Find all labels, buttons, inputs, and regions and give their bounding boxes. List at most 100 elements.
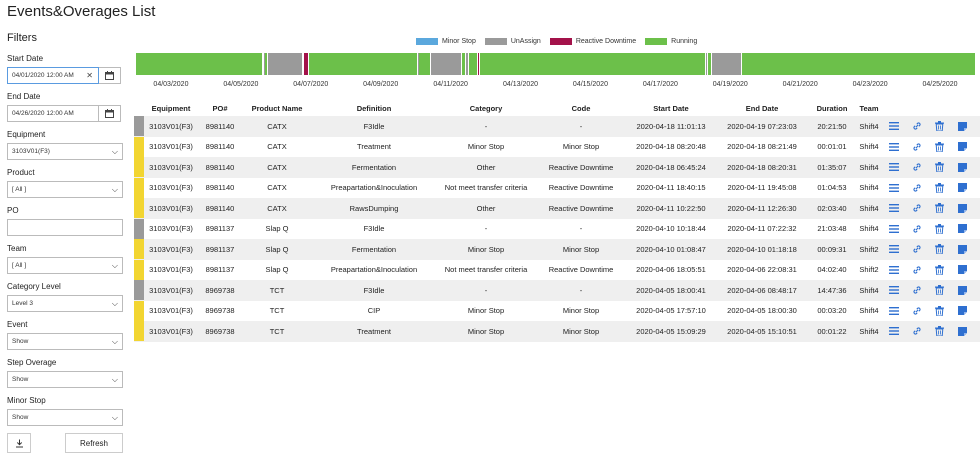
note-icon <box>958 121 967 131</box>
legend-item[interactable]: Minor Stop <box>416 38 476 45</box>
link-button[interactable] <box>905 306 928 316</box>
trash-button[interactable] <box>928 326 951 337</box>
menu-button[interactable] <box>882 142 905 151</box>
minor-stop-select[interactable]: Show ⌵ <box>7 409 123 426</box>
header-team[interactable]: Team <box>859 103 879 113</box>
cell-equipment: 3103V01(F3) <box>149 265 193 275</box>
legend-item[interactable]: Running <box>645 38 697 45</box>
header-po[interactable]: PO# <box>212 103 228 113</box>
refresh-button[interactable]: Refresh <box>65 433 123 453</box>
trash-button[interactable] <box>928 141 951 152</box>
timeline-segment[interactable] <box>302 53 309 75</box>
note-button[interactable] <box>951 121 974 131</box>
link-button[interactable] <box>905 224 928 234</box>
product-select[interactable]: [ All ] ⌵ <box>7 181 123 198</box>
download-button[interactable] <box>7 433 31 453</box>
end-date-input[interactable]: 04/26/2020 12:00 AM <box>7 105 99 122</box>
menu-button[interactable] <box>882 286 905 295</box>
timeline-segment[interactable] <box>417 53 420 75</box>
link-button[interactable] <box>905 121 928 131</box>
legend-item[interactable]: Reactive Downtime <box>549 38 636 45</box>
note-button[interactable] <box>951 326 974 336</box>
note-button[interactable] <box>951 244 974 254</box>
table-row[interactable]: 3103V01(F3) 8981140 CATX Treatment Minor Sto… <box>134 136 980 157</box>
trash-button[interactable] <box>928 203 951 214</box>
header-code[interactable]: Code <box>571 103 591 113</box>
table-row[interactable]: 3103V01(F3) 8981140 CATX Preapartation&Inoc… <box>134 177 980 198</box>
trash-button[interactable] <box>928 162 951 173</box>
equipment-select[interactable]: 3103V01(F3) ⌵ <box>7 143 123 160</box>
legend-item[interactable]: UnAssign <box>484 38 541 45</box>
link-button[interactable] <box>905 265 928 275</box>
link-button[interactable] <box>905 162 928 172</box>
link-button[interactable] <box>905 285 928 295</box>
menu-button[interactable] <box>882 306 905 315</box>
timeline-tick-label: 04/21/2020 <box>782 81 818 88</box>
header-product[interactable]: Product Name <box>251 103 303 113</box>
menu-button[interactable] <box>882 245 905 254</box>
team-select[interactable]: [ All ] ⌵ <box>7 257 123 274</box>
event-select[interactable]: Show ⌵ <box>7 333 123 350</box>
timeline-segment[interactable] <box>267 53 304 75</box>
link-icon <box>912 265 922 275</box>
trash-button[interactable] <box>928 285 951 296</box>
start-date-calendar-button[interactable] <box>99 67 121 84</box>
timeline-segment[interactable] <box>477 53 480 75</box>
header-definition[interactable]: Definition <box>356 103 392 113</box>
header-duration[interactable]: Duration <box>816 103 848 113</box>
table-row[interactable]: 3103V01(F3) 8981137 Slap Q Preapartation&In… <box>134 259 980 280</box>
note-button[interactable] <box>951 162 974 172</box>
trash-button[interactable] <box>928 121 951 132</box>
start-date-input[interactable]: 04/01/2020 12:00 AM ✕ <box>7 67 99 84</box>
table-row[interactable]: 3103V01(F3) 8969738 TCT F3Idle - - 2020-04-05 … <box>134 280 980 301</box>
note-button[interactable] <box>951 306 974 316</box>
timeline-segment[interactable] <box>711 53 742 75</box>
table-row[interactable]: 3103V01(F3) 8981140 CATX F3Idle - - 2020-04-18… <box>134 116 980 137</box>
note-button[interactable] <box>951 142 974 152</box>
category-level-select[interactable]: Level 3 ⌵ <box>7 295 123 312</box>
menu-button[interactable] <box>882 224 905 233</box>
table-row[interactable]: 3103V01(F3) 8981137 Slap Q F3Idle - - 2020-04-… <box>134 218 980 239</box>
trash-button[interactable] <box>928 264 951 275</box>
header-end-date[interactable]: End Date <box>745 103 779 113</box>
trash-button[interactable] <box>928 305 951 316</box>
legend-label: UnAssign <box>510 38 541 45</box>
link-button[interactable] <box>905 203 928 213</box>
note-button[interactable] <box>951 183 974 193</box>
table-row[interactable]: 3103V01(F3) 8981140 CATX RawsDumping Other Re… <box>134 198 980 219</box>
step-overage-select[interactable]: Show ⌵ <box>7 371 123 388</box>
note-button[interactable] <box>951 265 974 275</box>
link-button[interactable] <box>905 142 928 152</box>
table-row[interactable]: 3103V01(F3) 8969738 TCT CIP Minor Stop Minor … <box>134 300 980 321</box>
menu-button[interactable] <box>882 327 905 336</box>
table-row[interactable]: 3103V01(F3) 8981137 Slap Q Fermentation Mino… <box>134 239 980 260</box>
clear-icon[interactable]: ✕ <box>86 71 93 80</box>
menu-button[interactable] <box>882 204 905 213</box>
header-equipment[interactable]: Equipment <box>151 103 191 113</box>
header-start-date[interactable]: Start Date <box>653 103 689 113</box>
menu-button[interactable] <box>882 265 905 274</box>
table-row[interactable]: 3103V01(F3) 8969738 TCT Treatment Minor Stop… <box>134 321 980 342</box>
timeline-segment[interactable] <box>465 53 469 75</box>
menu-button[interactable] <box>882 163 905 172</box>
trash-button[interactable] <box>928 223 951 234</box>
timeline-segment[interactable] <box>262 53 265 75</box>
timeline-segment[interactable] <box>705 53 708 75</box>
menu-button[interactable] <box>882 122 905 131</box>
link-button[interactable] <box>905 183 928 193</box>
trash-button[interactable] <box>928 244 951 255</box>
table-row[interactable]: 3103V01(F3) 8981140 CATX Fermentation Other R… <box>134 157 980 178</box>
link-button[interactable] <box>905 326 928 336</box>
link-button[interactable] <box>905 244 928 254</box>
note-button[interactable] <box>951 285 974 295</box>
cell-start: 2020-04-11 18:40:15 <box>636 183 706 193</box>
end-date-calendar-button[interactable] <box>99 105 121 122</box>
note-button[interactable] <box>951 203 974 213</box>
header-category[interactable]: Category <box>469 103 503 113</box>
po-input[interactable] <box>7 219 123 236</box>
timeline-segment[interactable] <box>430 53 462 75</box>
note-button[interactable] <box>951 224 974 234</box>
trash-button[interactable] <box>928 182 951 193</box>
menu-button[interactable] <box>882 183 905 192</box>
cell-end: 2020-04-11 12:26:30 <box>727 203 797 213</box>
